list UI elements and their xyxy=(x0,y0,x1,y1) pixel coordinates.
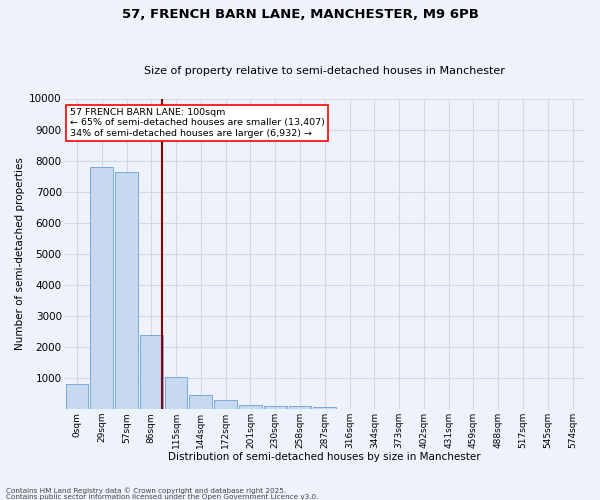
X-axis label: Distribution of semi-detached houses by size in Manchester: Distribution of semi-detached houses by … xyxy=(169,452,481,462)
Bar xyxy=(164,377,187,409)
Bar xyxy=(338,408,361,409)
Bar xyxy=(140,335,163,409)
Bar xyxy=(190,395,212,409)
Bar xyxy=(214,400,237,409)
Bar xyxy=(239,404,262,409)
Bar xyxy=(289,406,311,409)
Bar xyxy=(65,384,88,409)
Bar xyxy=(313,408,336,409)
Title: Size of property relative to semi-detached houses in Manchester: Size of property relative to semi-detach… xyxy=(145,66,505,76)
Text: 57 FRENCH BARN LANE: 100sqm
← 65% of semi-detached houses are smaller (13,407)
3: 57 FRENCH BARN LANE: 100sqm ← 65% of sem… xyxy=(70,108,325,138)
Text: Contains HM Land Registry data © Crown copyright and database right 2025.: Contains HM Land Registry data © Crown c… xyxy=(6,487,286,494)
Y-axis label: Number of semi-detached properties: Number of semi-detached properties xyxy=(15,158,25,350)
Bar xyxy=(264,406,287,409)
Bar xyxy=(115,172,138,409)
Text: 57, FRENCH BARN LANE, MANCHESTER, M9 6PB: 57, FRENCH BARN LANE, MANCHESTER, M9 6PB xyxy=(122,8,478,20)
Text: Contains public sector information licensed under the Open Government Licence v3: Contains public sector information licen… xyxy=(6,494,319,500)
Bar xyxy=(91,167,113,409)
